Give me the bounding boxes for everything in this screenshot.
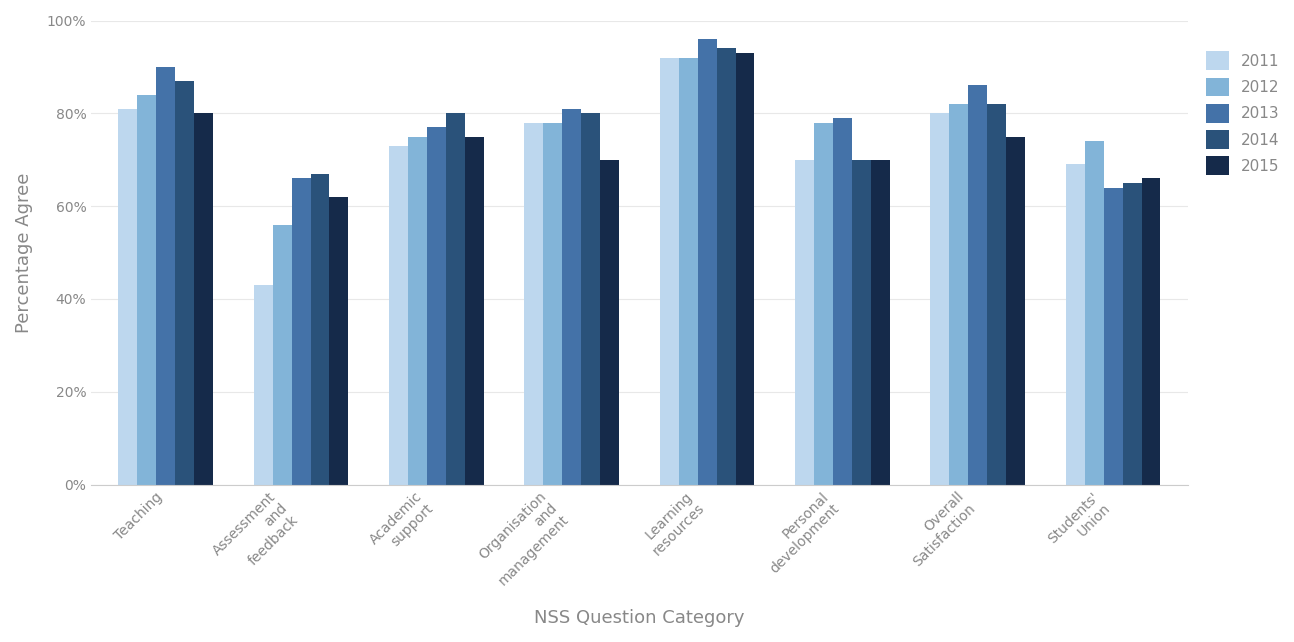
- Bar: [137, 95, 157, 485]
- Bar: [717, 48, 735, 485]
- Bar: [1141, 178, 1161, 485]
- X-axis label: NSS Question Category: NSS Question Category: [534, 609, 744, 627]
- Bar: [871, 160, 890, 485]
- Bar: [543, 123, 563, 485]
- Bar: [1123, 183, 1141, 485]
- Bar: [950, 104, 968, 485]
- Bar: [987, 104, 1007, 485]
- Bar: [1084, 141, 1104, 485]
- Bar: [563, 108, 581, 485]
- Bar: [118, 108, 137, 485]
- Bar: [408, 137, 427, 485]
- Bar: [465, 137, 484, 485]
- Bar: [795, 160, 814, 485]
- Bar: [330, 197, 348, 485]
- Bar: [446, 114, 465, 485]
- Bar: [1066, 164, 1084, 485]
- Bar: [389, 146, 408, 485]
- Bar: [930, 114, 950, 485]
- Bar: [697, 39, 717, 485]
- Bar: [814, 123, 833, 485]
- Legend: 2011, 2012, 2013, 2014, 2015: 2011, 2012, 2013, 2014, 2015: [1206, 51, 1280, 175]
- Bar: [157, 67, 175, 485]
- Bar: [194, 114, 214, 485]
- Bar: [735, 53, 754, 485]
- Bar: [254, 285, 273, 485]
- Bar: [311, 174, 330, 485]
- Bar: [273, 225, 291, 485]
- Bar: [678, 58, 697, 485]
- Bar: [851, 160, 871, 485]
- Bar: [291, 178, 311, 485]
- Bar: [833, 118, 851, 485]
- Bar: [968, 85, 987, 485]
- Bar: [524, 123, 543, 485]
- Bar: [1007, 137, 1025, 485]
- Bar: [1104, 187, 1123, 485]
- Bar: [175, 81, 194, 485]
- Bar: [581, 114, 600, 485]
- Bar: [427, 127, 446, 485]
- Y-axis label: Percentage Agree: Percentage Agree: [16, 173, 34, 333]
- Bar: [600, 160, 619, 485]
- Bar: [660, 58, 678, 485]
